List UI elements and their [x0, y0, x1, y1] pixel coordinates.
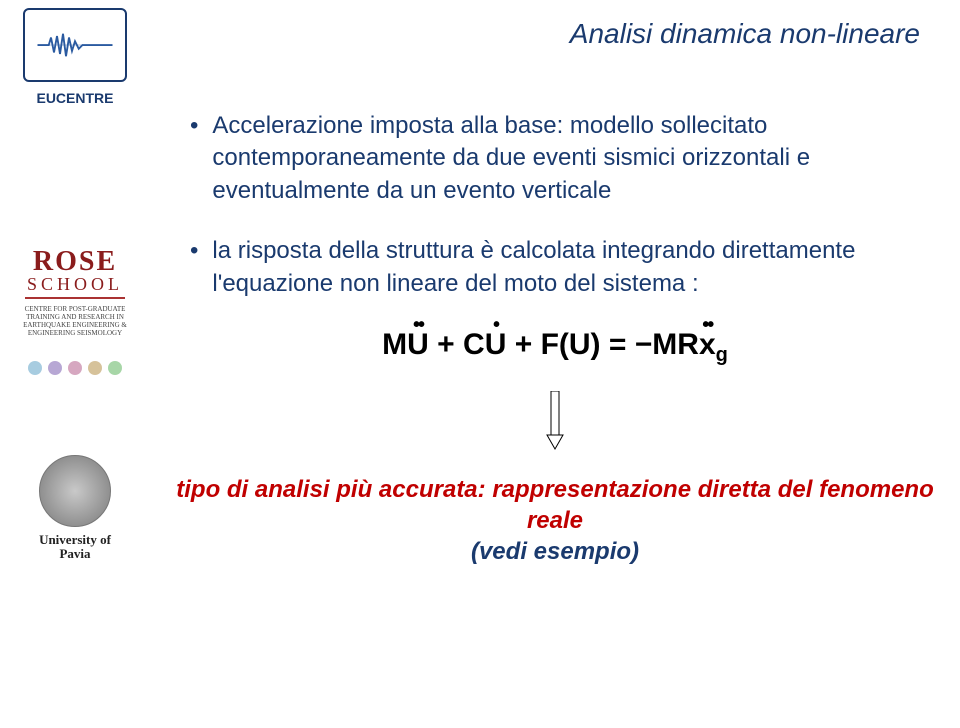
bullet-marker: • — [190, 235, 198, 300]
down-arrow — [170, 391, 940, 456]
sidebar: EUCENTRE ROSE SCHOOL CENTRE FOR POST-GRA… — [0, 0, 150, 728]
bullet-item: • Accelerazione imposta alla base: model… — [190, 110, 910, 207]
bullet-item: • la risposta della struttura è calcolat… — [190, 235, 910, 300]
bullet-text: la risposta della struttura è calcolata … — [212, 235, 910, 300]
university-seal-icon — [39, 455, 111, 527]
eq-minus: − — [635, 328, 653, 361]
uni-line1: University of — [39, 532, 111, 547]
seismic-wave-icon — [35, 30, 115, 60]
eucentre-logo — [23, 8, 127, 82]
dot — [48, 361, 62, 375]
eq-plus: + — [429, 328, 463, 361]
main-content: Analisi dinamica non-lineare • Acceleraz… — [170, 0, 940, 720]
eq-C: C — [463, 328, 485, 361]
arrow-down-icon — [545, 391, 565, 451]
slide-title: Analisi dinamica non-lineare — [170, 0, 940, 50]
eq-Uddot: ••U — [407, 328, 429, 362]
dot — [68, 361, 82, 375]
double-dot-icon: •• — [407, 314, 429, 337]
footer-text: tipo di analisi più accurata: rappresent… — [170, 474, 940, 568]
eq-FU: F(U) — [541, 328, 601, 361]
eq-M: M — [382, 328, 407, 361]
double-dot-icon: •• — [699, 314, 716, 337]
university-label: University of Pavia — [39, 533, 111, 562]
dot — [28, 361, 42, 375]
bullet-text: Accelerazione imposta alla base: modello… — [212, 110, 910, 207]
eq-Udot: •U — [485, 328, 507, 362]
single-dot-icon: • — [485, 314, 507, 337]
rose-underline — [25, 297, 125, 299]
uni-line2: Pavia — [59, 546, 90, 561]
footer-line1: tipo di analisi più accurata: rappresent… — [170, 474, 940, 536]
color-dots — [28, 361, 122, 375]
dot — [108, 361, 122, 375]
eucentre-label: EUCENTRE — [36, 90, 113, 106]
eq-sub-g: g — [716, 344, 728, 366]
equation-of-motion: M••U + C•U + F(U) = −MR••xg — [170, 328, 940, 367]
bullet-list: • Accelerazione imposta alla base: model… — [190, 110, 910, 300]
rose-caption: CENTRE FOR POST-GRADUATE TRAINING AND RE… — [15, 305, 135, 337]
eq-MR: MR — [652, 328, 699, 361]
footer-line2: (vedi esempio) — [170, 536, 940, 567]
rose-school-logo: ROSE SCHOOL CENTRE FOR POST-GRADUATE TRA… — [15, 246, 135, 337]
eq-xddot: ••x — [699, 328, 716, 362]
rose-subtitle: SCHOOL — [15, 274, 135, 295]
eq-plus2: + — [506, 328, 540, 361]
eq-equals: = — [601, 328, 635, 361]
bullet-marker: • — [190, 110, 198, 207]
dot — [88, 361, 102, 375]
